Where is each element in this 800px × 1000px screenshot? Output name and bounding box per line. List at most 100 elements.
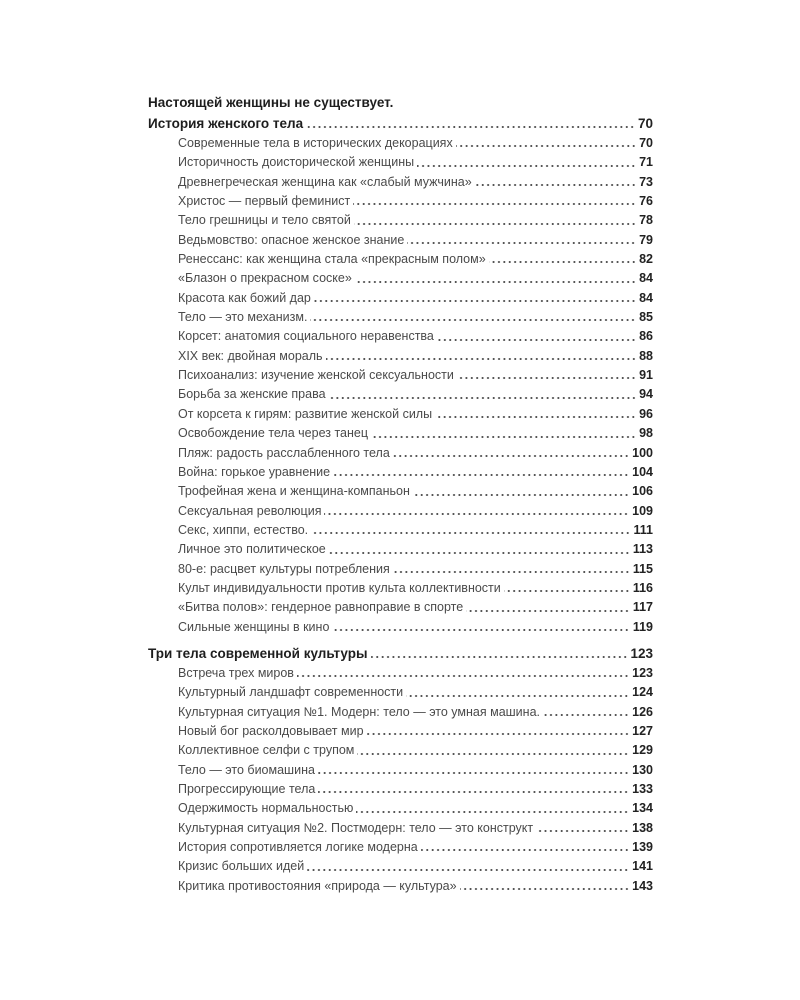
section-heading[interactable]: Три тела современной культуры 123 — [148, 643, 653, 664]
dot-leader — [306, 125, 635, 129]
section-title: История женского тела — [148, 116, 304, 131]
page-number: 70 — [637, 116, 653, 131]
toc-entry[interactable]: Новый бог расколдовывает мир 127 — [148, 722, 653, 741]
page-number: 127 — [632, 724, 653, 739]
toc-entry[interactable]: Сексуальная революция 109 — [148, 502, 653, 521]
toc-entry[interactable]: Война: горькое уравнение 104 — [148, 463, 653, 482]
toc-entry[interactable]: Культ индивидуальности против культа кол… — [148, 579, 653, 598]
dot-leader — [366, 732, 630, 737]
toc-entry[interactable]: Одержимость нормальностью 134 — [148, 799, 653, 818]
toc-entry[interactable]: Пляж: радость расслабленного тела 100 — [148, 444, 653, 463]
entry-title: Культурная ситуация №1. Модерн: тело — э… — [178, 704, 540, 719]
page-number: 91 — [639, 368, 653, 383]
toc-entry[interactable]: Древнегреческая женщина как «слабый мужч… — [148, 173, 653, 192]
toc-entry[interactable]: Освобождение тела через танец 98 — [148, 424, 653, 443]
toc-entry[interactable]: Корсет: анатомия социального неравенства… — [148, 327, 653, 346]
toc-entry[interactable]: Тело грешницы и тело святой 78 — [148, 211, 653, 230]
toc-entry[interactable]: Секс, хиппи, естество. 111 — [148, 521, 653, 540]
entry-title: Сексуальная революция — [178, 503, 322, 518]
dot-leader — [459, 887, 630, 892]
page-number: 98 — [639, 426, 653, 441]
toc-entry[interactable]: Критика противостояния «природа — культу… — [148, 877, 653, 896]
page-number: 130 — [632, 762, 653, 777]
dot-leader — [353, 221, 637, 226]
toc-entry[interactable]: Тело — это биомашина 130 — [148, 761, 653, 780]
toc-entry[interactable]: Христос — первый феминист 76 — [148, 192, 653, 211]
toc-entry[interactable]: Личное это политическое 113 — [148, 540, 653, 559]
dot-leader — [543, 713, 630, 718]
dot-leader — [296, 674, 630, 679]
toc-entry[interactable]: Культурная ситуация №1. Модерн: тело — э… — [148, 703, 653, 722]
page-number: 84 — [639, 290, 653, 305]
dot-leader — [353, 202, 637, 207]
toc-entry[interactable]: От корсета к гирям: развитие женской сил… — [148, 405, 653, 424]
entry-title: Психоанализ: изучение женской сексуально… — [178, 368, 454, 383]
page-number: 126 — [632, 704, 653, 719]
entry-title: Тело грешницы и тело святой — [178, 213, 351, 228]
toc-entry[interactable]: «Битва полов»: гендерное равноправие в с… — [148, 598, 653, 617]
toc-entry[interactable]: Современные тела в исторических декораци… — [148, 134, 653, 153]
entry-title: Красота как божий дар — [178, 290, 311, 305]
dot-leader — [333, 473, 630, 478]
toc-entry[interactable]: История сопротивляется логике модерна 139 — [148, 838, 653, 857]
entry-title: Историчность доисторической женщины — [178, 155, 415, 170]
page-number: 111 — [633, 522, 653, 537]
dot-leader — [455, 144, 637, 149]
toc-entry[interactable]: Коллективное селфи с трупом 129 — [148, 741, 653, 760]
toc-entry[interactable]: Кризис больших идей 141 — [148, 857, 653, 876]
dot-leader — [307, 867, 630, 872]
toc-entry[interactable]: Психоанализ: изучение женской сексуально… — [148, 366, 653, 385]
page-number: 109 — [632, 503, 653, 518]
entry-title: Культурная ситуация №2. Постмодерн: тело… — [178, 820, 534, 835]
page-number: 123 — [632, 666, 653, 680]
dot-leader — [392, 569, 630, 574]
toc-entry[interactable]: Культурный ландшафт современности 124 — [148, 683, 653, 702]
toc-entry[interactable]: Прогрессирующие тела 133 — [148, 780, 653, 799]
toc-entry[interactable]: Встреча трех миров 123 — [148, 664, 653, 683]
dot-leader — [406, 693, 630, 698]
section-title: Три тела современной культуры — [148, 646, 368, 661]
toc-entry[interactable]: Трофейная жена и женщина-компаньон 106 — [148, 482, 653, 501]
entry-title: Современные тела в исторических декораци… — [178, 136, 453, 150]
entry-title: Корсет: анатомия социального неравенства — [178, 329, 434, 344]
toc-entry[interactable]: Историчность доисторической женщины 71 — [148, 153, 653, 172]
entry-title: Освобождение тела через танец — [178, 426, 369, 441]
entry-title: История сопротивляется логике модерна — [178, 840, 418, 855]
toc-entry[interactable]: Красота как божий дар 84 — [148, 289, 653, 308]
dot-leader — [370, 655, 628, 659]
dot-leader — [325, 357, 637, 362]
toc-entry[interactable]: XIX век: двойная мораль 88 — [148, 347, 653, 366]
dot-leader — [357, 751, 630, 756]
entry-title: 80-е: расцвет культуры потребления — [178, 561, 390, 576]
page-number: 85 — [639, 310, 653, 325]
dot-leader — [371, 434, 637, 439]
section-heading[interactable]: История женского тела 70 — [148, 113, 653, 134]
entry-title: Культурный ландшафт современности — [178, 685, 404, 700]
toc-entry[interactable]: Культурная ситуация №2. Постмодерн: тело… — [148, 819, 653, 838]
entry-title: XIX век: двойная мораль — [178, 348, 323, 363]
toc-entry[interactable]: Ведьмовство: опасное женское знание 79 — [148, 231, 653, 250]
entry-title: Борьба за женские права — [178, 387, 326, 402]
page-number: 141 — [632, 859, 653, 874]
page-number: 76 — [639, 194, 653, 209]
dot-leader — [354, 279, 637, 284]
page-number: 70 — [639, 136, 653, 150]
toc-entry[interactable]: Борьба за женские права 94 — [148, 385, 653, 404]
dot-leader — [318, 790, 630, 795]
entry-title: «Битва полов»: гендерное равноправие в с… — [178, 600, 464, 615]
entry-title: Критика противостояния «природа — культу… — [178, 878, 457, 893]
toc-entry[interactable]: Ренессанс: как женщина стала «прекрасным… — [148, 250, 653, 269]
dot-leader — [407, 241, 637, 246]
toc-entry[interactable]: «Блазон о прекрасном соске» 84 — [148, 269, 653, 288]
page-number: 86 — [639, 329, 653, 344]
entry-title: Ренессанс: как женщина стала «прекрасным… — [178, 252, 486, 267]
dot-leader — [435, 415, 637, 420]
page-number: 117 — [632, 600, 653, 615]
toc-entry[interactable]: Сильные женщины в кино 119 — [148, 618, 653, 637]
page-number: 71 — [639, 155, 653, 170]
page-number: 123 — [630, 646, 653, 661]
toc-entry[interactable]: Тело — это механизм. 85 — [148, 308, 653, 327]
page-number: 119 — [632, 619, 653, 634]
entry-title: Тело — это биомашина — [178, 762, 315, 777]
toc-entry[interactable]: 80-е: расцвет культуры потребления 115 — [148, 560, 653, 579]
